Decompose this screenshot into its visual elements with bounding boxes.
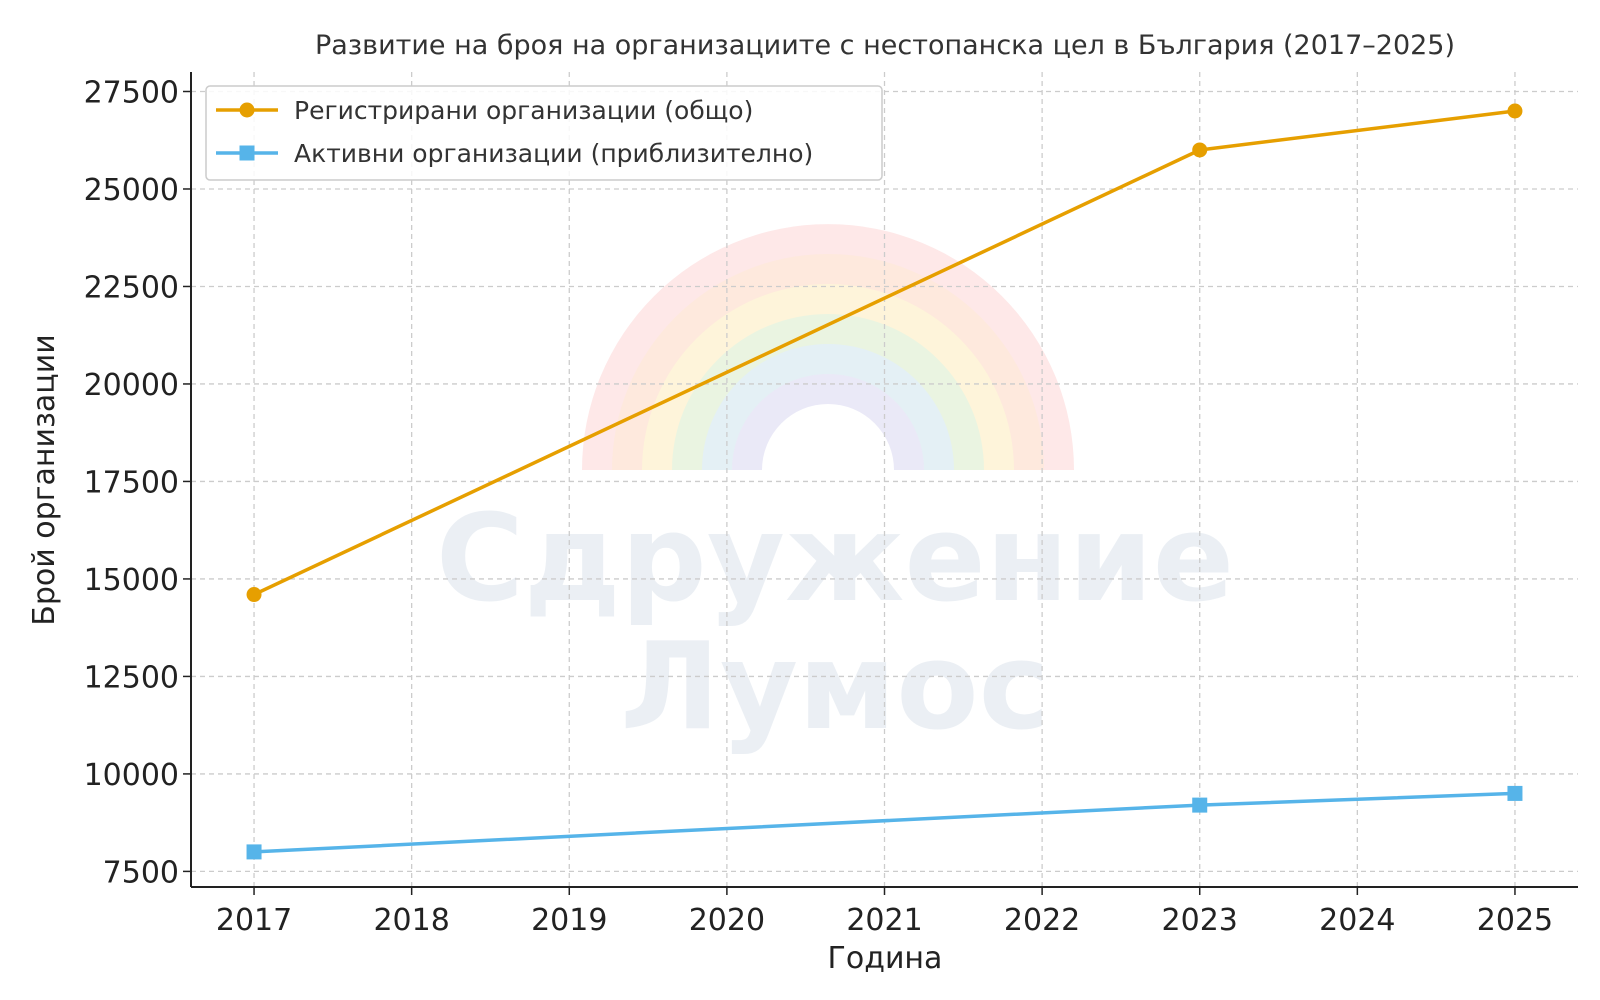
y-axis-title: Брой организации xyxy=(27,334,62,625)
chart-title: Развитие на броя на организациите с нест… xyxy=(315,30,1455,61)
legend-marker-circle xyxy=(239,102,255,118)
y-tick-label: 27500 xyxy=(84,75,179,110)
legend-label: Регистрирани организации (общо) xyxy=(294,96,753,125)
data-point-square xyxy=(246,844,262,860)
y-tick-label: 20000 xyxy=(84,368,179,403)
x-tick-label: 2021 xyxy=(846,903,922,938)
rainbow-logo-watermark xyxy=(582,224,1074,470)
legend-box xyxy=(205,85,883,181)
data-point-circle xyxy=(246,587,262,603)
grid xyxy=(191,72,1578,887)
x-axis-title: Година xyxy=(828,941,943,976)
data-point-circle xyxy=(1192,142,1208,158)
y-tick-label: 12500 xyxy=(84,660,179,695)
tick-labels: 2017 2018 2019 2020 2021 2022 2023 2024 2025 7500… xyxy=(84,75,1554,938)
rainbow-center xyxy=(762,404,894,470)
series-layer xyxy=(246,103,1523,860)
y-tick-label: 10000 xyxy=(84,758,179,793)
watermark-text-line1: Сдружение xyxy=(436,490,1234,629)
y-tick-label: 7500 xyxy=(103,855,179,890)
y-tick-label: 25000 xyxy=(84,173,179,208)
y-tick-label: 17500 xyxy=(84,465,179,500)
legend: Регистрирани организации (общо) Активни о… xyxy=(205,85,883,181)
x-tick-label: 2025 xyxy=(1477,903,1553,938)
x-tick-label: 2023 xyxy=(1162,903,1238,938)
y-tick-label: 22500 xyxy=(84,270,179,305)
data-point-circle xyxy=(1507,103,1523,119)
legend-label: Активни организации (приблизително) xyxy=(294,139,813,168)
data-point-square xyxy=(1507,785,1523,801)
data-point-square xyxy=(1192,797,1208,813)
x-tick-label: 2020 xyxy=(689,903,765,938)
x-tick-label: 2019 xyxy=(531,903,607,938)
x-tick-label: 2017 xyxy=(216,903,292,938)
y-tick-label: 15000 xyxy=(84,563,179,598)
legend-marker-square xyxy=(239,145,255,161)
x-tick-label: 2018 xyxy=(373,903,449,938)
watermark-text-line2: Лумос xyxy=(620,618,1050,757)
x-tick-label: 2024 xyxy=(1319,903,1395,938)
x-tick-label: 2022 xyxy=(1004,903,1080,938)
